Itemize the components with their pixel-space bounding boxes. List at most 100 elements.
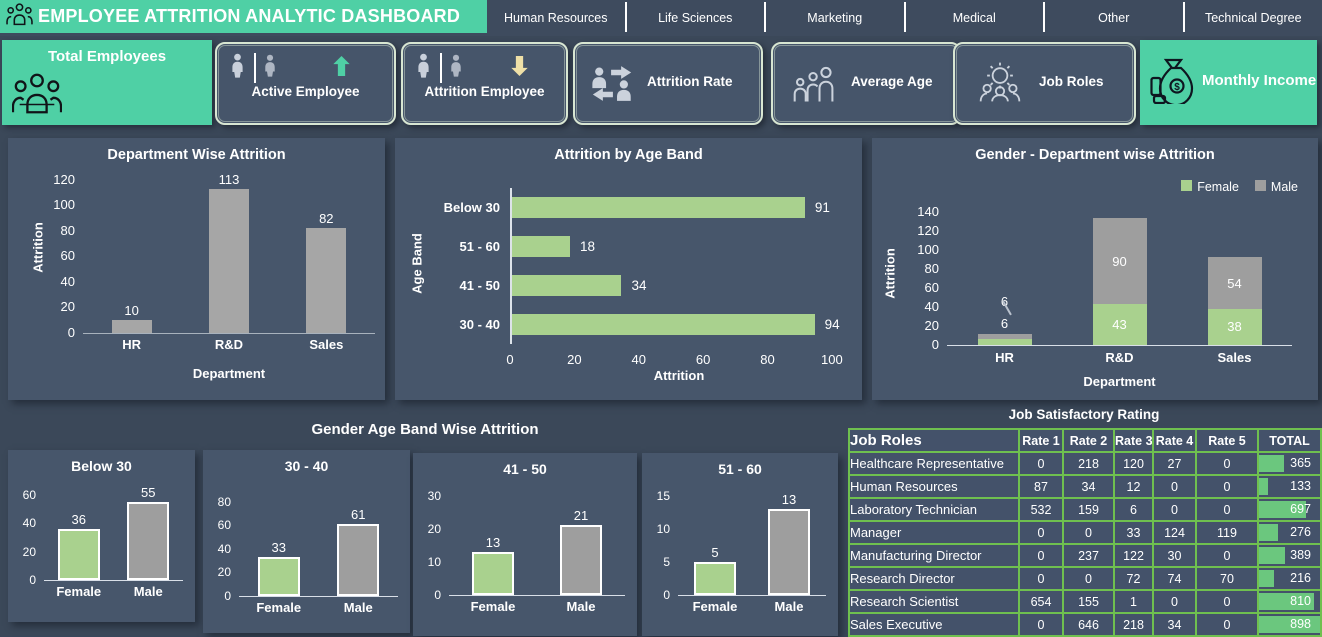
header-bar: EMPLOYEE ATTRITION ANALYTIC DASHBOARD Hu…: [0, 0, 1322, 36]
legend-female: Female: [1181, 180, 1239, 194]
rate-cell: 12: [1114, 475, 1153, 498]
segment-male: 90: [1093, 218, 1147, 304]
y-axis-tick-label: 10: [642, 522, 670, 536]
app-title-bar: EMPLOYEE ATTRITION ANALYTIC DASHBOARD: [0, 0, 487, 33]
bar-Male: 61: [337, 507, 379, 596]
segment-male: 54: [1208, 257, 1262, 308]
people-gear-icon: [977, 62, 1023, 107]
kpi-label: Average Age: [851, 74, 933, 89]
x-axis-title: Attrition: [510, 368, 848, 383]
x-axis-title: Department: [947, 374, 1292, 389]
kpi-attrition-rate[interactable]: Attrition Rate: [573, 42, 763, 125]
bar: [768, 509, 810, 595]
kpi-attrition-employee[interactable]: Attrition Employee: [401, 42, 568, 125]
category-label: Sales: [278, 337, 375, 352]
column-header: Rate 2: [1063, 429, 1114, 452]
segment-female: 43: [1093, 304, 1147, 345]
tab-technical-degree[interactable]: Technical Degree: [1185, 0, 1322, 35]
y-axis-tick-label: 80: [39, 223, 75, 238]
bar: [337, 524, 379, 596]
down-arrow-icon: [511, 56, 528, 81]
y-axis-tick-label: 20: [203, 565, 231, 579]
total-value: 389: [1259, 546, 1320, 565]
segment-female: 38: [1208, 309, 1262, 345]
x-axis-tick-label: 0: [506, 352, 513, 367]
job-role-cell: Manufacturing Director: [849, 544, 1019, 567]
y-axis-tick-label: 30: [413, 489, 441, 503]
tab-medical[interactable]: Medical: [906, 0, 1044, 35]
data-label: 34: [631, 278, 646, 293]
rate-cell: 0: [1019, 613, 1063, 636]
chart-title: Department Wise Attrition: [8, 147, 385, 163]
y-axis-tick-label: 140: [903, 204, 939, 219]
rate-cell: 0: [1153, 475, 1196, 498]
kpi-monthly-income[interactable]: $ Monthly Income: [1140, 40, 1317, 125]
category-label: Female: [239, 600, 319, 615]
rate-cell: 0: [1196, 475, 1258, 498]
total-cell: 365: [1258, 452, 1321, 475]
tab-human-resources[interactable]: Human Resources: [487, 0, 625, 35]
kpi-job-roles[interactable]: Job Roles: [953, 42, 1136, 125]
person-icon: [264, 54, 276, 82]
data-label: 21: [574, 508, 588, 523]
data-label: 55: [141, 485, 155, 500]
person-icon: [231, 53, 244, 83]
category-label: Male: [752, 599, 826, 614]
bar: [694, 562, 736, 595]
total-cell: 276: [1258, 521, 1321, 544]
data-label: 5: [711, 545, 718, 560]
chart-title: 30 - 40: [203, 458, 410, 474]
divider: [254, 53, 256, 83]
tab-life-sciences[interactable]: Life Sciences: [627, 0, 765, 35]
gender-department-attrition-panel: Gender - Department wise Attrition Femal…: [872, 138, 1318, 400]
tab-marketing[interactable]: Marketing: [766, 0, 904, 35]
chart-title: 41 - 50: [413, 461, 637, 477]
rate-cell: 218: [1114, 613, 1153, 636]
rate-cell: 70: [1196, 567, 1258, 590]
y-axis-tick-label: 60: [903, 280, 939, 295]
kpi-active-employee[interactable]: Active Employee: [215, 42, 396, 125]
rate-cell: 0: [1063, 521, 1114, 544]
bar-Female: 13: [472, 535, 514, 595]
bar-Female: 5: [694, 545, 736, 595]
kpi-icons: [417, 53, 550, 83]
total-cell: 697: [1258, 498, 1321, 521]
bar-HR: 10: [112, 303, 152, 333]
rate-cell: 0: [1153, 590, 1196, 613]
kpi-total-employees[interactable]: Total Employees: [2, 40, 212, 125]
rate-cell: 122: [1114, 544, 1153, 567]
rate-cell: 155: [1063, 590, 1114, 613]
bars: 13 21: [449, 489, 625, 595]
rate-cell: 6: [1114, 498, 1153, 521]
bar: [512, 275, 621, 296]
rate-cell: 120: [1114, 452, 1153, 475]
category-label: R&D: [180, 337, 277, 352]
rate-cell: 0: [1196, 498, 1258, 521]
bars: 36 55: [44, 488, 183, 580]
bar: [560, 525, 602, 595]
rate-cell: 0: [1019, 544, 1063, 567]
data-label: 36: [72, 512, 86, 527]
y-axis-tick-label: 60: [203, 518, 231, 532]
x-axis-tick-label: 100: [821, 352, 843, 367]
rate-cell: 0: [1063, 567, 1114, 590]
y-axis-tick-label: 100: [903, 242, 939, 257]
tab-other[interactable]: Other: [1045, 0, 1183, 35]
kpi-average-age[interactable]: Average Age: [771, 42, 961, 125]
category-label: Female: [44, 584, 114, 599]
data-label: 10: [124, 303, 138, 318]
up-arrow-icon: [333, 56, 350, 81]
people-group-icon: [6, 2, 33, 31]
kpi-label: Total Employees: [2, 48, 212, 65]
job-role-cell: Healthcare Representative: [849, 452, 1019, 475]
total-value: 365: [1259, 454, 1320, 473]
y-axis-tick-label: 120: [903, 223, 939, 238]
